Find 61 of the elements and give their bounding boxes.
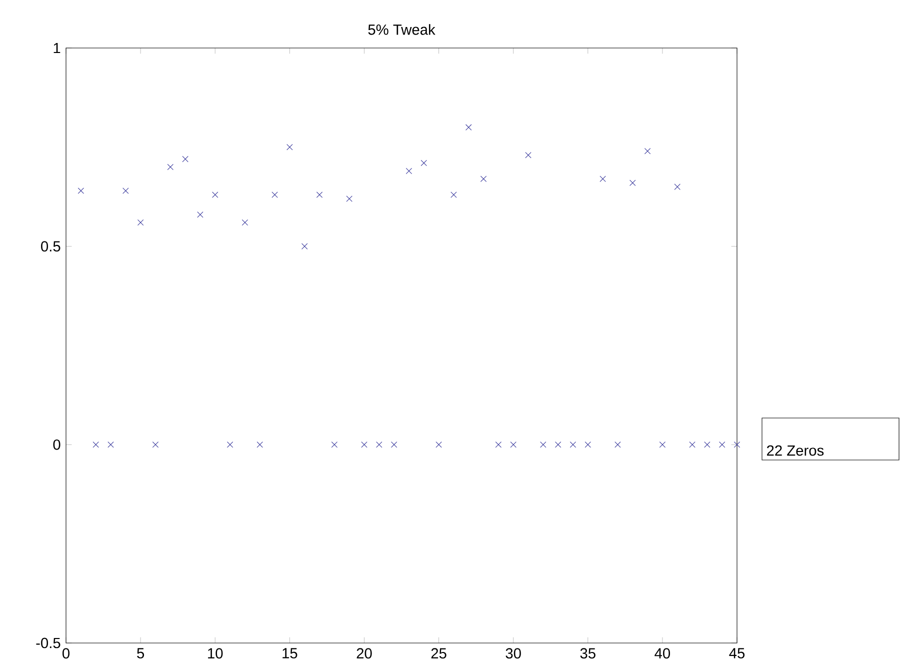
point [122,188,129,194]
point [272,192,278,198]
point [78,188,84,194]
point [346,196,352,202]
point [510,442,516,448]
point [331,442,338,448]
point [704,442,710,448]
point [406,168,412,174]
y-tick-label: 0 [53,439,60,450]
point [540,442,546,448]
chart-title: 5% Tweak [368,24,436,35]
point [525,152,532,158]
x-tick-label: 10 [208,648,223,659]
x-tick-label: 45 [729,648,745,658]
y-tick-label: -0.5 [36,638,60,648]
point [644,148,651,154]
point [614,442,621,448]
x-tick-label: 25 [431,648,446,659]
point [659,442,666,448]
x-tick-label: 40 [654,648,670,659]
point [495,442,502,448]
y-tick-label: 1 [54,42,60,54]
point [182,156,188,162]
point [570,442,576,448]
point [630,180,636,186]
point [420,160,427,166]
x-tick-label: 5 [137,648,144,658]
point [554,442,562,448]
point [137,219,144,226]
x-tick-label: 35 [580,648,596,659]
text: 22 Zeros [767,445,824,456]
point [197,211,204,218]
point [600,176,606,182]
point [92,442,99,448]
point [286,144,293,150]
point [212,192,218,198]
x-tick-label: 15 [282,648,298,658]
x-tick-label: 20 [356,648,372,659]
x-tick-label: 0 [62,648,70,659]
point [450,192,457,198]
point [689,442,696,448]
point [718,442,726,448]
point [436,442,442,448]
point [376,442,382,448]
point [674,184,680,190]
point [167,164,174,170]
point [390,442,398,448]
point [301,243,308,250]
point [108,442,114,448]
point [584,442,591,448]
point [226,442,234,448]
point [256,442,263,448]
point [242,219,248,226]
y-tick-label: 0.5 [41,241,60,252]
point [152,442,159,448]
x-tick-label: 30 [506,648,521,659]
point [361,442,368,448]
point [480,176,487,182]
point [466,124,472,130]
point [734,442,740,448]
point [316,192,323,198]
